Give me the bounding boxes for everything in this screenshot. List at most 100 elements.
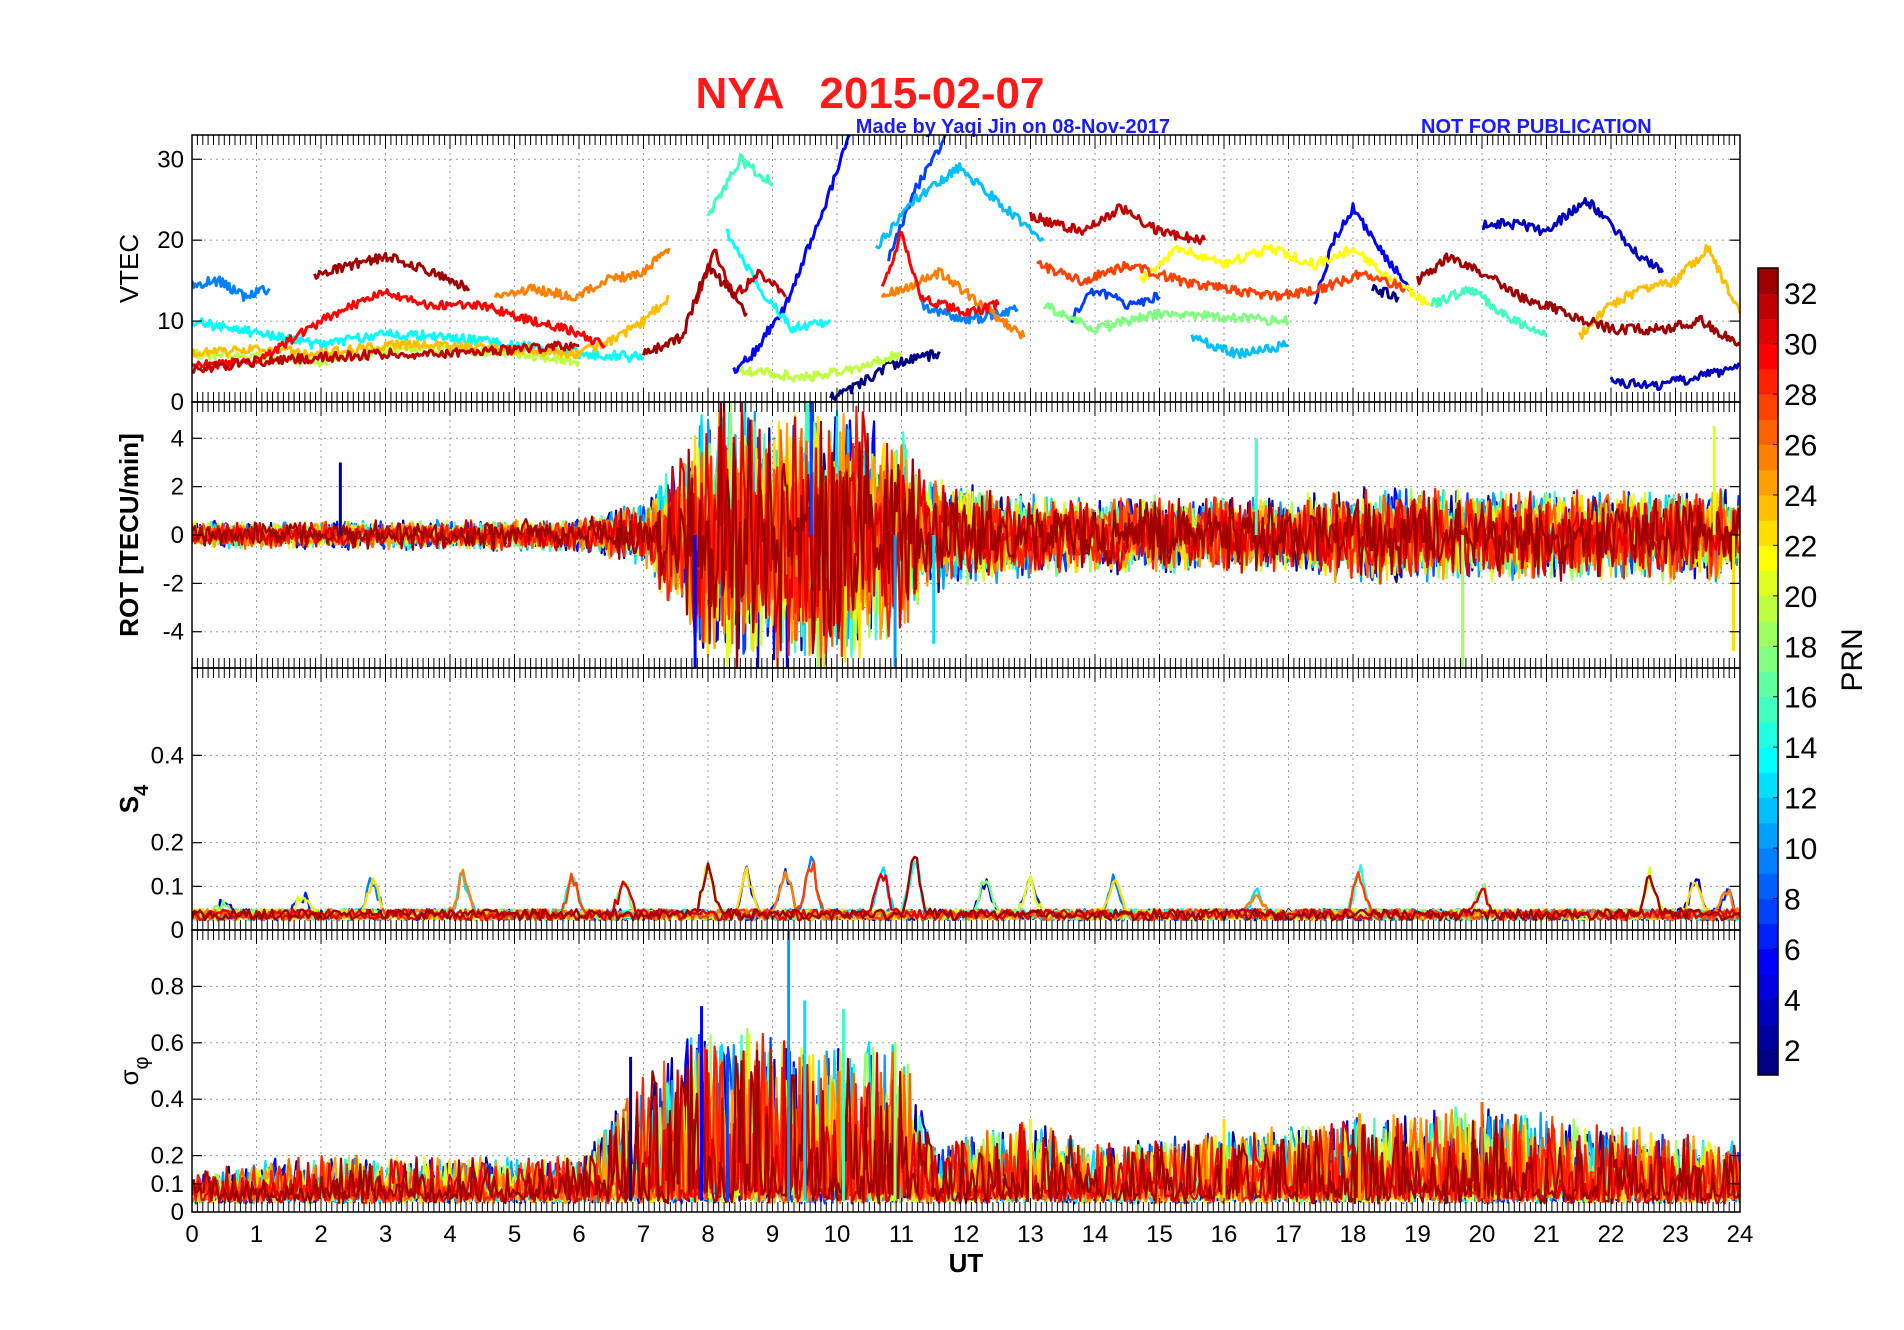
vtec-series-prn-32: [642, 263, 748, 356]
colorbar-swatch-prn-9: [1758, 848, 1778, 874]
colorbar-tick-label: 32: [1784, 278, 1817, 311]
sigma_phi-xticks: [191, 930, 1741, 1212]
xtick-label: 7: [637, 1221, 650, 1248]
s4-ylabel-subscript: 4: [131, 784, 153, 796]
xtick-label: 9: [766, 1221, 779, 1248]
colorbar-swatch-prn-31: [1758, 293, 1778, 319]
xtick-label: 8: [701, 1221, 714, 1248]
colorbar-swatch-prn-30: [1758, 318, 1778, 345]
colorbar-swatch-prn-6: [1758, 923, 1778, 950]
colorbar-swatch-prn-15: [1758, 696, 1778, 723]
xtick-label: 22: [1598, 1221, 1625, 1248]
xtick-label: 1: [250, 1221, 263, 1248]
rot-series-prn-32: [192, 402, 1740, 668]
rot-xticks: [191, 402, 1741, 668]
vtec-series-prn-3: [1609, 362, 1740, 391]
s4-yticks: 0 0.1 0.2 0.4: [151, 742, 1740, 944]
xtick-label: 10: [824, 1221, 851, 1248]
x-axis-labels: 0 1 2 3 4 5 6 7 8 9 10 11 12 13 14 15 16 17 18 19 20 21 22 23 24: [185, 1221, 1753, 1248]
colorbar-tick-label: 18: [1784, 631, 1817, 664]
rot-ytick-label: -4: [163, 619, 184, 646]
xtick-label: 12: [953, 1221, 980, 1248]
vtec-ytick-label: 10: [157, 308, 184, 335]
colorbar-swatch-prn-2: [1758, 1024, 1778, 1051]
colorbar-tick-label: 30: [1784, 329, 1817, 362]
colorbar-swatch-prn-25: [1758, 444, 1778, 471]
xtick-label: 21: [1533, 1221, 1560, 1248]
sigma_phi-ytick-label: 0.8: [151, 973, 184, 1000]
credit-text: Made by Yaqi Jin on 08-Nov-2017: [856, 116, 1170, 138]
vtec-series-prn-32: [313, 251, 471, 292]
colorbar-swatch-prn-16: [1758, 671, 1778, 698]
colorbar-swatch-prn-22: [1758, 520, 1778, 546]
colorbar-swatch-prn-1: [1758, 1049, 1778, 1076]
colorbar-tick-label: 10: [1784, 833, 1817, 866]
vtec-ytick-label: 20: [157, 227, 184, 254]
colorbar-swatch-prn-26: [1758, 419, 1778, 446]
colorbar-swatch-prn-17: [1758, 646, 1778, 672]
colorbar-tick-label: 12: [1784, 783, 1817, 816]
rot-ytick-label: 4: [171, 425, 184, 452]
sigma_phi-data: [192, 930, 1740, 1205]
xtick-label: 11: [889, 1221, 914, 1248]
xtick-label: 23: [1662, 1221, 1689, 1248]
colorbar-swatch-prn-13: [1758, 747, 1778, 773]
colorbar-swatch-prn-11: [1758, 797, 1778, 824]
xtick-label: 5: [508, 1221, 521, 1248]
colorbar-tick-label: 28: [1784, 379, 1817, 412]
colorbar-swatch-prn-19: [1758, 595, 1778, 622]
vtec-ylabel: VTEC: [114, 234, 144, 303]
colorbar-swatch-prn-20: [1758, 570, 1778, 597]
colorbar-tick-label: 16: [1784, 682, 1817, 715]
vtec-series-prn-31: [192, 340, 580, 374]
colorbar-tick-label: 24: [1784, 480, 1817, 513]
xtick-label: 19: [1404, 1221, 1431, 1248]
colorbar-swatch-prn-4: [1758, 974, 1778, 1000]
colorbar-tick-label: 6: [1784, 934, 1801, 967]
rot-yticks: -4 -2 0 2 4: [163, 425, 1740, 646]
colorbar-tick-label: 8: [1784, 883, 1801, 916]
colorbar-swatch-prn-24: [1758, 469, 1778, 496]
s4-ytick-label: 0.1: [151, 873, 184, 900]
sigma_phi-ytick-label: 0.2: [151, 1143, 184, 1170]
colorbar-swatch-prn-21: [1758, 545, 1778, 572]
colorbar-swatch-prn-10: [1758, 822, 1778, 849]
panel-vtec: 0 10 20 30 VTEC: [114, 134, 1741, 416]
vtec-xticks: [191, 135, 1741, 402]
colorbar-frame: [1757, 267, 1779, 1076]
xtick-label: 14: [1082, 1221, 1109, 1248]
colorbar-swatch-prn-5: [1758, 948, 1778, 975]
colorbar-swatch-prn-18: [1758, 621, 1778, 647]
vtec-series-prn-25: [880, 267, 1026, 340]
s4-ytick-label: 0.2: [151, 830, 184, 857]
rot-ytick-label: 2: [171, 474, 184, 501]
vtec-series-prn-31: [1029, 203, 1207, 246]
vtec-series-prn-29: [880, 230, 1000, 317]
colorbar-label: PRN: [1836, 628, 1869, 691]
sigma_phi-ytick-label: 0.4: [151, 1086, 184, 1113]
sigma_phi-ytick-label: 0: [171, 1199, 184, 1226]
rot-ytick-label: 0: [171, 522, 184, 549]
s4-ylabel: S4: [114, 784, 153, 813]
colorbar-tick-label: 14: [1784, 732, 1817, 765]
colorbar-swatch-prn-28: [1758, 368, 1778, 395]
s4-ytick-label: 0.4: [151, 742, 184, 769]
xtick-label: 16: [1211, 1221, 1238, 1248]
xtick-label: 3: [379, 1221, 392, 1248]
vtec-series-prn-23: [1577, 243, 1740, 340]
vtec-series-prn-3: [1481, 197, 1664, 274]
xtick-label: 0: [185, 1221, 198, 1248]
vtec-series-prn-11: [874, 162, 1045, 250]
colorbar-tick-label: 20: [1784, 581, 1817, 614]
colorbar-swatch-prn-7: [1758, 898, 1778, 925]
panel-s4: 0 0.1 0.2 0.4 S4: [114, 667, 1741, 944]
colorbar-swatch-prn-27: [1758, 394, 1778, 420]
vtec-series-prn-19: [738, 350, 903, 383]
x-axis-label: UT: [949, 1248, 984, 1278]
rot-ytick-label: -2: [163, 570, 184, 597]
vtec-series-prn-1: [1370, 284, 1400, 303]
sigma_phi-ylabel-subscript: φ: [131, 1056, 153, 1069]
colorbar-swatch-prn-32: [1758, 268, 1778, 294]
